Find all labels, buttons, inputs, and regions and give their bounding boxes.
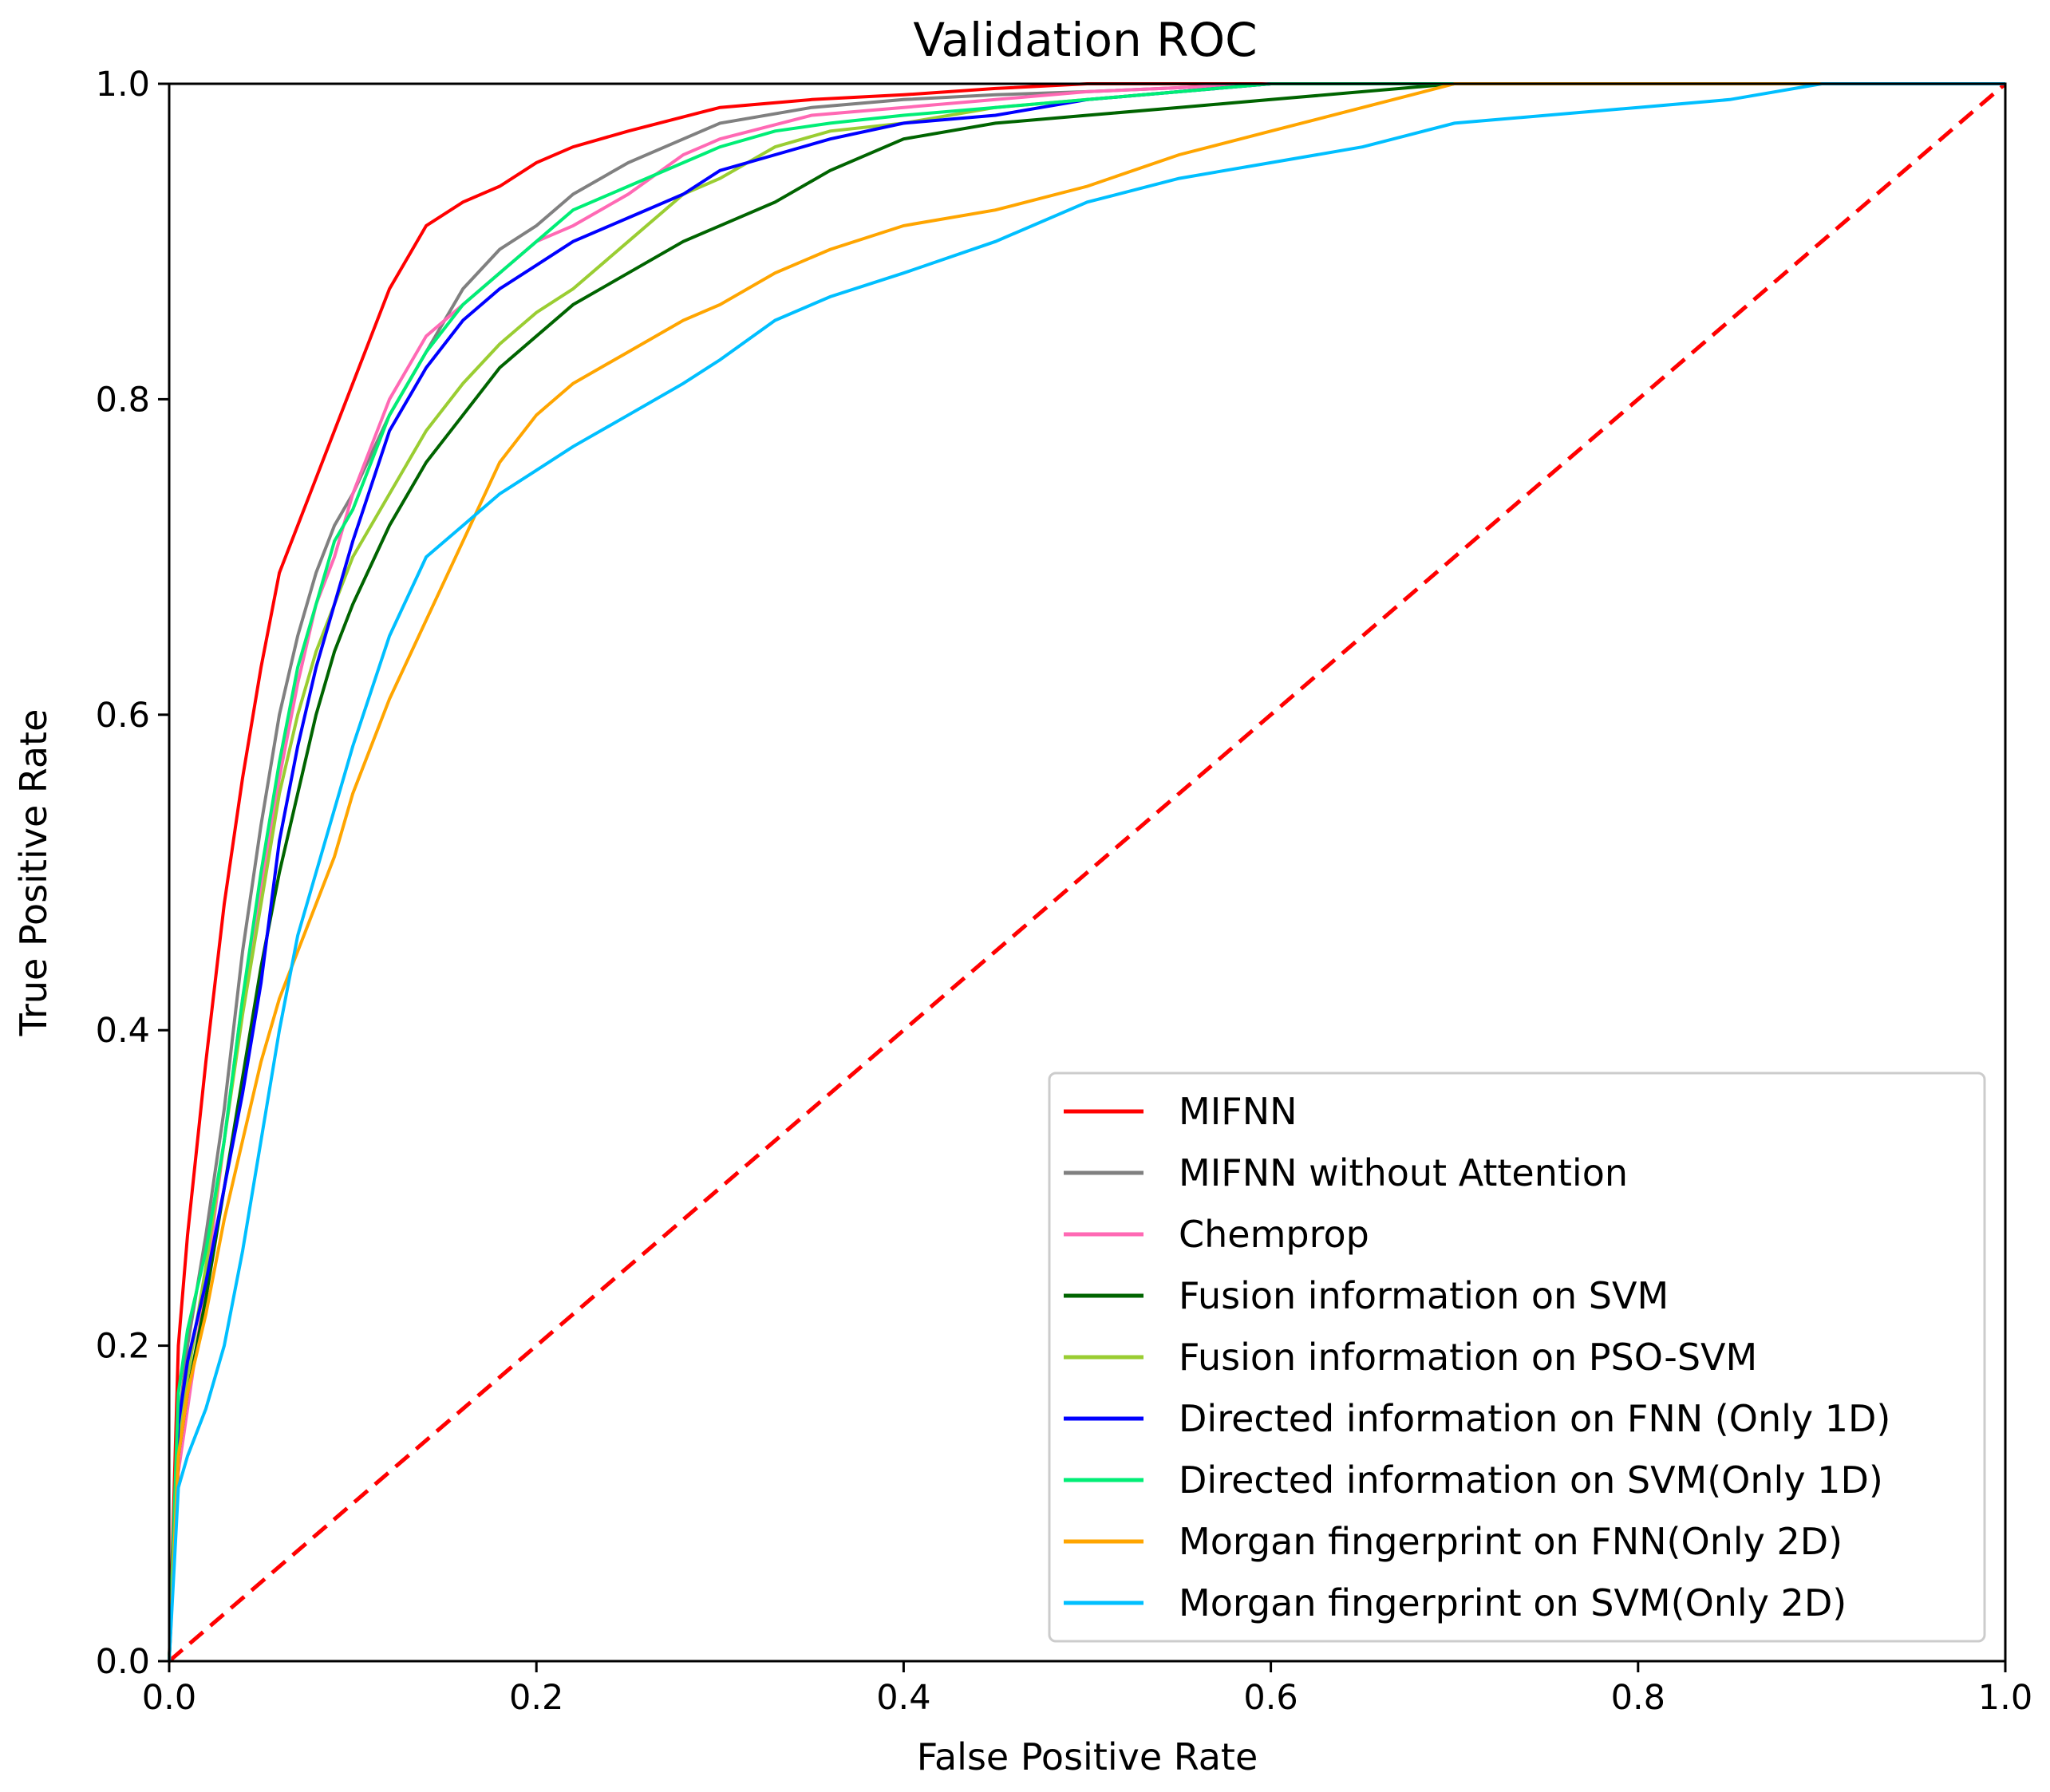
legend-label: Fusion information on SVM: [1179, 1274, 1669, 1317]
y-axis-ticks: 0.0 0.2 0.4 0.6 0.8 1.0: [96, 65, 169, 1682]
series-line-chance-diagonal: [168, 82, 2007, 1663]
x-tick-label: 0.0: [142, 1678, 196, 1718]
y-tick-label: 0.2: [96, 1327, 150, 1367]
legend-label: Morgan fingerprint on SVM(Only 2D): [1179, 1581, 1847, 1624]
x-tick-label: 0.2: [509, 1678, 563, 1718]
y-tick-label: 1.0: [96, 65, 150, 105]
series-line-morgan-fingerprint-on-fnn-only-2d: [168, 82, 2005, 1662]
legend-label: Fusion information on PSO-SVM: [1179, 1336, 1757, 1379]
plot-lines: [168, 82, 2007, 1663]
legend-label: Chemprop: [1179, 1213, 1369, 1256]
x-tick-label: 0.6: [1243, 1678, 1298, 1718]
x-tick-label: 1.0: [1978, 1678, 2032, 1718]
y-tick-label: 0.4: [96, 1011, 150, 1051]
legend-box: [1048, 1072, 1986, 1643]
x-axis-label: False Positive Rate: [917, 1735, 1258, 1778]
y-tick-label: 0.8: [96, 380, 150, 420]
x-axis-ticks: 0.0 0.2 0.4 0.6 0.8 1.0: [142, 1661, 2032, 1718]
chart-title: Validation ROC: [913, 13, 1257, 67]
series-line-directed-information-on-svm-only-1d: [168, 82, 2005, 1662]
legend-label: Directed information on SVM(Only 1D): [1179, 1458, 1883, 1502]
y-tick-label: 0.0: [96, 1642, 150, 1682]
y-tick-label: 0.6: [96, 696, 150, 736]
legend-label: Morgan fingerprint on FNN(Only 2D): [1179, 1520, 1843, 1563]
x-tick-label: 0.8: [1611, 1678, 1665, 1718]
series-line-fusion-information-on-svm: [168, 82, 2005, 1662]
legend-label: MIFNN: [1179, 1090, 1298, 1133]
x-tick-label: 0.4: [876, 1678, 930, 1718]
series-line-morgan-fingerprint-on-svm-only-2d: [168, 82, 2005, 1662]
legend-label: MIFNN without Attention: [1179, 1151, 1628, 1194]
legend-label: Directed information on FNN (Only 1D): [1179, 1397, 1890, 1440]
y-axis-label: True Positive Rate: [12, 709, 55, 1037]
plot-frame: [168, 82, 2007, 1663]
legend: MIFNN MIFNN without Attention Chemprop Fusi…: [1048, 1072, 1986, 1643]
